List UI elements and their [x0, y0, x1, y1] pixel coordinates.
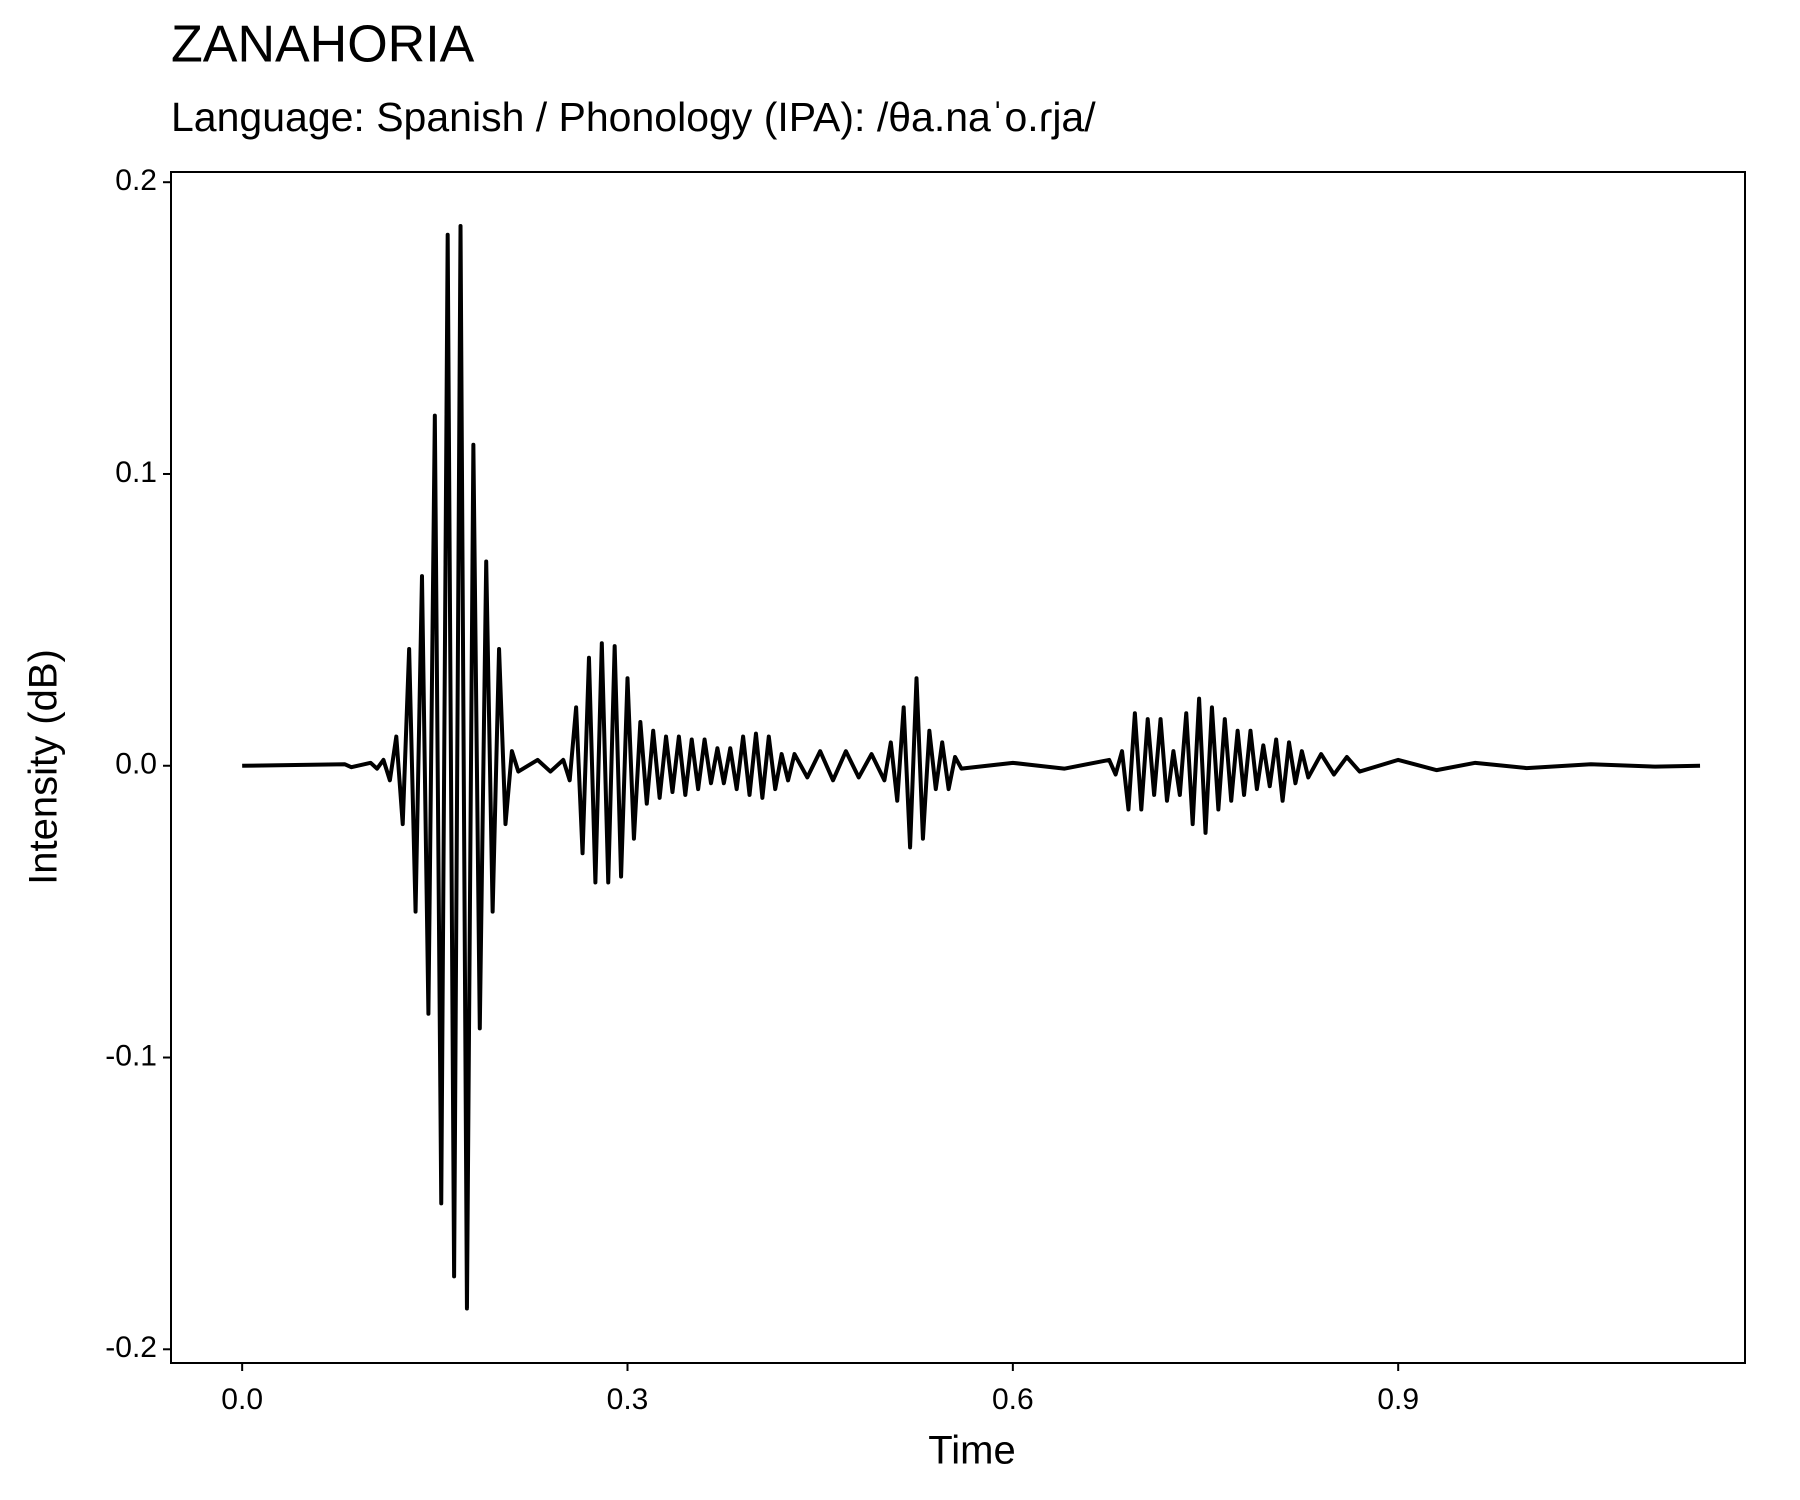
x-tick-label: 0.3 [607, 1383, 649, 1416]
chart-title: ZANAHORIA [171, 16, 475, 74]
y-tick-label: -0.1 [105, 1039, 157, 1072]
x-tick-label: 0.0 [221, 1383, 263, 1416]
y-tick-label: -0.2 [105, 1331, 157, 1364]
plot-frame [170, 171, 1746, 1364]
y-tick-label: 0.2 [115, 164, 157, 197]
y-tick-label: 0.0 [115, 748, 157, 781]
y-axis-label: Intensity (dB) [22, 649, 66, 885]
waveform [242, 223, 1701, 1311]
x-tick-label: 0.6 [992, 1383, 1034, 1416]
x-axis-label: Time [928, 1429, 1015, 1473]
chart-subtitle: Language: Spanish / Phonology (IPA): /θa… [171, 94, 1096, 140]
y-tick-label: 0.1 [115, 456, 157, 489]
x-tick-label: 0.9 [1377, 1383, 1419, 1416]
